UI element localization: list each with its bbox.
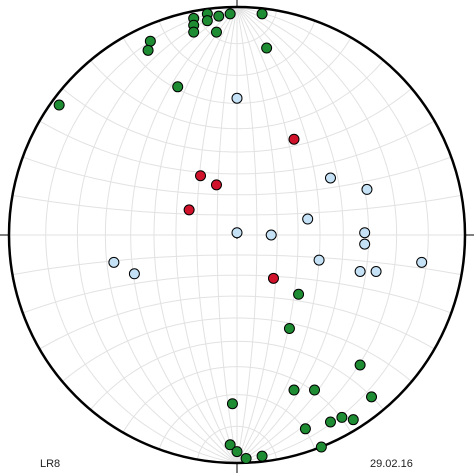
data-point (256, 8, 268, 20)
data-point (293, 288, 305, 300)
data-point (224, 8, 236, 20)
sample-label: LR8 (40, 458, 60, 470)
data-point (359, 227, 371, 239)
data-point (201, 15, 213, 27)
data-point (144, 35, 156, 47)
data-point (261, 42, 273, 54)
data-point (224, 439, 236, 451)
data-point (283, 322, 295, 334)
data-point (370, 265, 382, 277)
data-point (313, 254, 325, 266)
data-point (361, 183, 373, 195)
data-point (309, 384, 321, 396)
data-point (188, 26, 200, 38)
data-point (302, 213, 314, 225)
data-point (359, 238, 371, 250)
data-point (108, 256, 120, 268)
data-point (240, 452, 252, 464)
data-point (354, 265, 366, 277)
data-point (53, 99, 65, 111)
data-point (336, 411, 348, 423)
data-point (347, 414, 359, 426)
data-point (210, 26, 222, 38)
data-point (142, 44, 154, 56)
data-point (288, 384, 300, 396)
data-point (183, 204, 195, 216)
data-point (267, 272, 279, 284)
data-point (210, 179, 222, 191)
data-point (256, 450, 268, 462)
data-point (231, 446, 243, 458)
data-point (354, 359, 366, 371)
data-point (315, 441, 327, 453)
date-label: 29.02.16 (370, 458, 413, 470)
data-point (231, 92, 243, 104)
data-point (213, 10, 225, 22)
data-point (128, 268, 140, 280)
data-point (299, 423, 311, 435)
data-point (226, 398, 238, 410)
data-point (416, 256, 428, 268)
data-point (366, 391, 378, 403)
data-point (324, 172, 336, 184)
data-point (324, 416, 336, 428)
data-point (265, 229, 277, 241)
data-point (172, 81, 184, 93)
data-point (231, 227, 243, 239)
data-point (288, 133, 300, 145)
data-point (195, 170, 207, 182)
points (53, 8, 428, 464)
